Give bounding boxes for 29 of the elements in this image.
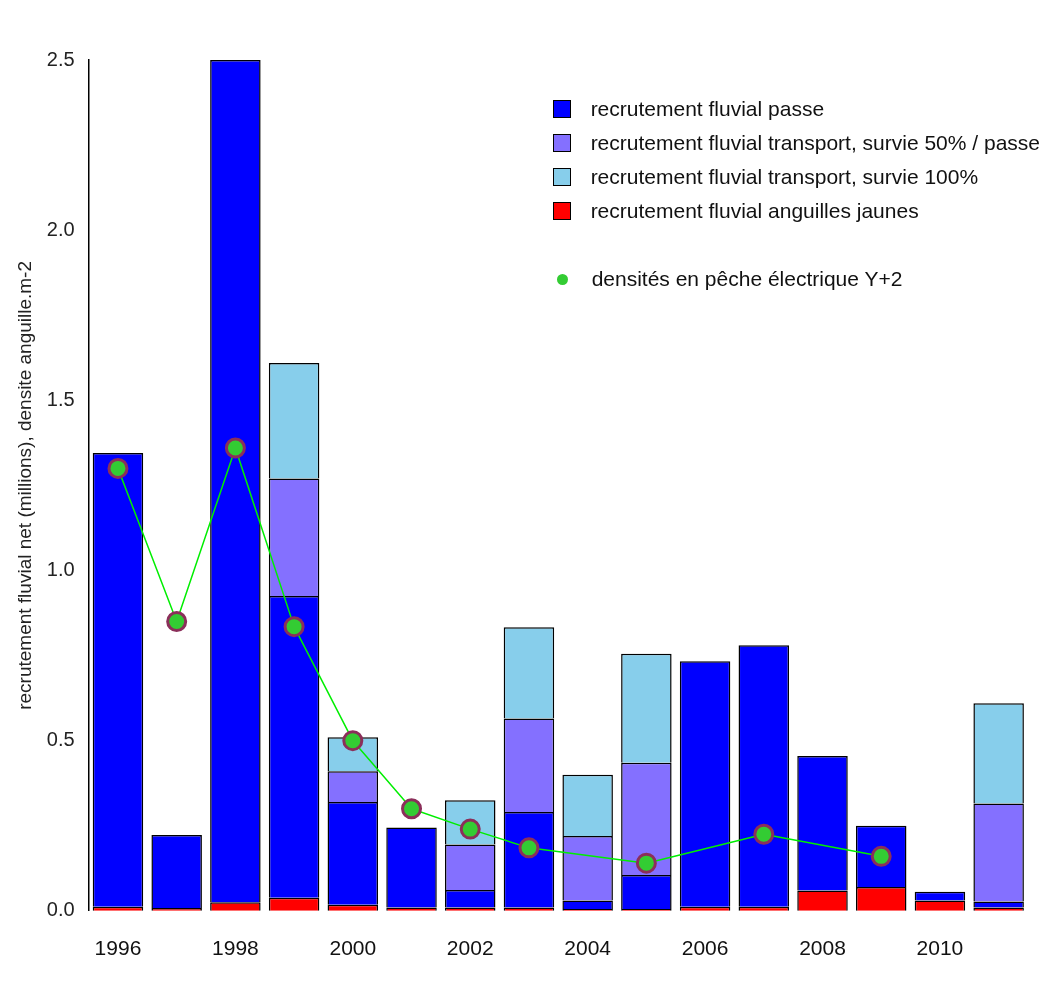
x-tick-label: 2002	[446, 936, 494, 960]
point	[166, 611, 188, 633]
legend-label: recrutement fluvial transport, survie 50% / passe	[590, 131, 1040, 155]
y-tick-label: 1.0	[46, 558, 75, 580]
y-tick-label: 2.5	[46, 47, 75, 70]
legend-label: densités en pêche électrique Y+2	[591, 267, 903, 291]
point	[342, 730, 364, 752]
x-tick-label: 2000	[329, 936, 377, 960]
y-tick-label: 2.0	[46, 217, 75, 240]
point	[224, 437, 246, 459]
x-tick-label: 1996	[94, 936, 142, 960]
point	[518, 837, 540, 859]
legend-label: recrutement fluvial transport, survie 100%	[590, 165, 979, 189]
y-tick-label: 0.0	[46, 898, 75, 921]
point	[635, 852, 657, 874]
point	[401, 798, 423, 820]
point	[107, 457, 129, 479]
x-tick-label: 2006	[681, 936, 729, 960]
x-tick-label: 2008	[799, 936, 846, 960]
x-tick-label: 1998	[212, 936, 259, 960]
y-tick-label: 1.5	[46, 387, 75, 410]
y-tick-label: 0.5	[46, 728, 75, 751]
legend-label: recrutement fluvial anguilles jaunes	[590, 199, 919, 223]
x-tick-label: 2004	[564, 936, 612, 960]
y-axis-title: recrutement fluvial net (millions), densite anguille.m-2	[13, 260, 35, 710]
point	[753, 823, 775, 845]
legend-label: recrutement fluvial passe	[590, 97, 825, 121]
point	[283, 616, 305, 638]
x-tick-label: 2010	[916, 936, 964, 960]
